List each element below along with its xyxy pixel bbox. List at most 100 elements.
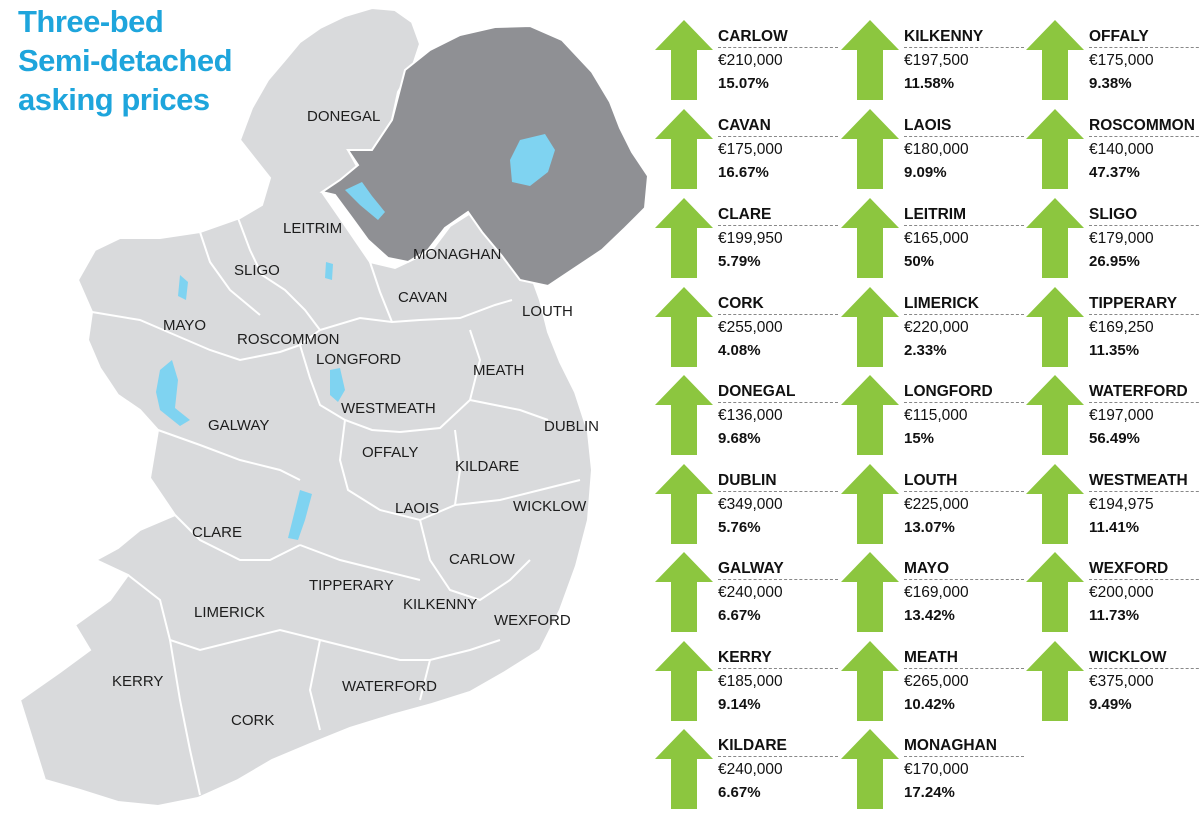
county-entry-wexford: WEXFORD €200,000 11.73% xyxy=(1026,552,1200,638)
county-change: 26.95% xyxy=(1089,253,1140,270)
county-price: €165,000 xyxy=(904,230,969,247)
county-change: 9.49% xyxy=(1089,696,1132,713)
county-entry-galway: GALWAY €240,000 6.67% xyxy=(655,552,840,638)
county-name: ROSCOMMON xyxy=(1089,117,1200,137)
county-price: €185,000 xyxy=(718,673,783,690)
county-change: 5.79% xyxy=(718,253,761,270)
up-arrow-icon xyxy=(1026,287,1084,367)
county-price: €140,000 xyxy=(1089,141,1154,158)
county-price: €169,000 xyxy=(904,584,969,601)
map-label-sligo: SLIGO xyxy=(234,262,280,279)
county-price: €199,950 xyxy=(718,230,783,247)
up-arrow-icon xyxy=(841,464,899,544)
county-name: WEXFORD xyxy=(1089,560,1200,580)
map-label-roscommon: ROSCOMMON xyxy=(237,331,340,348)
county-labels: DONEGAL LEITRIM MONAGHAN SLIGO CAVAN LOU… xyxy=(112,108,599,729)
county-price: €240,000 xyxy=(718,584,783,601)
county-change: 17.24% xyxy=(904,784,955,801)
county-entry-laois: LAOIS €180,000 9.09% xyxy=(841,109,1026,195)
up-arrow-icon xyxy=(841,109,899,189)
map-label-laois: LAOIS xyxy=(395,500,439,517)
up-arrow-icon xyxy=(655,287,713,367)
county-name: KERRY xyxy=(718,649,838,669)
county-price: €225,000 xyxy=(904,496,969,513)
county-name: LOUTH xyxy=(904,472,1024,492)
county-price: €197,500 xyxy=(904,52,969,69)
lake-ree xyxy=(330,368,345,402)
county-entry-sligo: SLIGO €179,000 26.95% xyxy=(1026,198,1200,284)
map-label-waterford: WATERFORD xyxy=(342,678,437,695)
county-price: €210,000 xyxy=(718,52,783,69)
map-label-mayo: MAYO xyxy=(163,317,206,334)
lough-neagh xyxy=(510,134,555,186)
map-label-leitrim: LEITRIM xyxy=(283,220,342,237)
county-name: GALWAY xyxy=(718,560,838,580)
county-name: CLARE xyxy=(718,206,838,226)
up-arrow-icon xyxy=(841,641,899,721)
map-label-longford: LONGFORD xyxy=(316,351,401,368)
county-name: TIPPERARY xyxy=(1089,295,1200,315)
county-entry-mayo: MAYO €169,000 13.42% xyxy=(841,552,1026,638)
county-price: €220,000 xyxy=(904,319,969,336)
county-change: 15.07% xyxy=(718,75,769,92)
county-change: 50% xyxy=(904,253,935,270)
county-entry-carlow: CARLOW €210,000 15.07% xyxy=(655,20,840,106)
county-entry-longford: LONGFORD €115,000 15% xyxy=(841,375,1026,461)
county-name: CAVAN xyxy=(718,117,838,137)
map-label-meath: MEATH xyxy=(473,362,524,379)
up-arrow-icon xyxy=(1026,375,1084,455)
county-entry-limerick: LIMERICK €220,000 2.33% xyxy=(841,287,1026,373)
county-entry-donegal: DONEGAL €136,000 9.68% xyxy=(655,375,840,461)
county-name: DUBLIN xyxy=(718,472,838,492)
lake-shannon xyxy=(288,490,312,540)
up-arrow-icon xyxy=(841,729,899,809)
up-arrow-icon xyxy=(655,198,713,278)
map-label-monaghan: MONAGHAN xyxy=(413,246,501,263)
county-change: 47.37% xyxy=(1089,164,1140,181)
northern-ireland-shape xyxy=(319,24,650,288)
county-price: €175,000 xyxy=(718,141,783,158)
county-name: LIMERICK xyxy=(904,295,1024,315)
county-change: 6.67% xyxy=(718,607,761,624)
county-change: 13.07% xyxy=(904,519,955,536)
up-arrow-icon xyxy=(655,729,713,809)
county-price: €375,000 xyxy=(1089,673,1154,690)
county-name: LONGFORD xyxy=(904,383,1024,403)
map-label-louth: LOUTH xyxy=(522,303,573,320)
county-name: WESTMEATH xyxy=(1089,472,1200,492)
county-change: 11.41% xyxy=(1089,519,1140,536)
map-label-cavan: CAVAN xyxy=(398,289,447,306)
title-line-1: Three-bed xyxy=(18,4,164,39)
map-label-kilkenny: KILKENNY xyxy=(403,596,477,613)
map-label-cork: CORK xyxy=(231,712,274,729)
county-change: 9.68% xyxy=(718,430,761,447)
county-change: 13.42% xyxy=(904,607,955,624)
title-line-3: asking prices xyxy=(18,82,210,117)
county-change: 2.33% xyxy=(904,342,947,359)
up-arrow-icon xyxy=(841,198,899,278)
county-change: 9.14% xyxy=(718,696,761,713)
county-price: €240,000 xyxy=(718,761,783,778)
title-line-2: Semi-detached xyxy=(18,43,233,78)
up-arrow-icon xyxy=(655,20,713,100)
county-change: 11.58% xyxy=(904,75,955,92)
up-arrow-icon xyxy=(655,375,713,455)
county-change: 9.38% xyxy=(1089,75,1132,92)
county-change: 15% xyxy=(904,430,935,447)
county-price: €265,000 xyxy=(904,673,969,690)
up-arrow-icon xyxy=(1026,109,1084,189)
county-entry-kildare: KILDARE €240,000 6.67% xyxy=(655,729,840,815)
county-price: €197,000 xyxy=(1089,407,1154,424)
map-label-wexford: WEXFORD xyxy=(494,612,571,629)
map-label-wicklow: WICKLOW xyxy=(513,498,587,515)
up-arrow-icon xyxy=(1026,198,1084,278)
county-change: 4.08% xyxy=(718,342,761,359)
county-entry-cork: CORK €255,000 4.08% xyxy=(655,287,840,373)
county-name: CARLOW xyxy=(718,28,838,48)
up-arrow-icon xyxy=(1026,464,1084,544)
county-price: €136,000 xyxy=(718,407,783,424)
up-arrow-icon xyxy=(655,552,713,632)
county-name: DONEGAL xyxy=(718,383,838,403)
county-entry-monaghan: MONAGHAN €170,000 17.24% xyxy=(841,729,1026,815)
up-arrow-icon xyxy=(1026,641,1084,721)
